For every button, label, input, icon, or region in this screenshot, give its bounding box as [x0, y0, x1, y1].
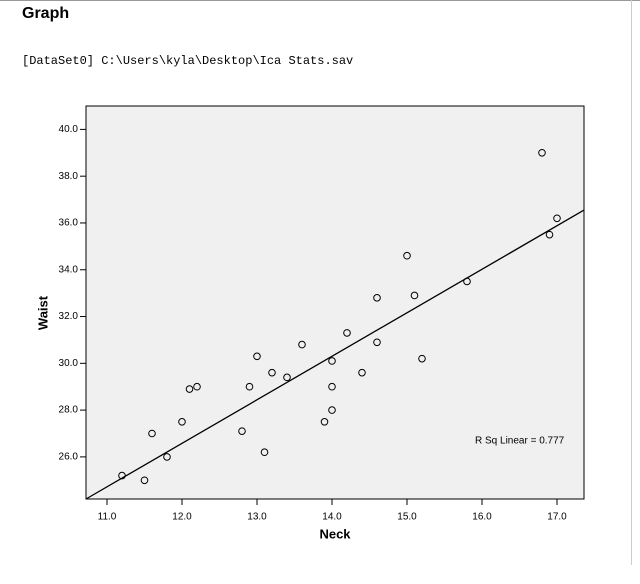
fit-line — [85, 209, 585, 500]
x-tick-label: 12.0 — [172, 512, 192, 523]
data-point — [193, 382, 201, 391]
y-tick-label: 38.0 — [59, 171, 79, 182]
data-point — [545, 230, 554, 239]
data-point — [403, 251, 411, 260]
y-tick-label: 36.0 — [59, 218, 79, 229]
y-tick-label: 26.0 — [59, 452, 79, 463]
data-point — [238, 427, 246, 435]
data-point — [328, 382, 336, 391]
page-heading: Graph — [22, 5, 69, 22]
data-point — [410, 291, 419, 300]
x-tick-label: 13.0 — [247, 512, 267, 523]
data-point — [268, 368, 276, 377]
data-point — [553, 214, 561, 223]
data-point — [253, 352, 261, 361]
y-tick-label: 32.0 — [59, 311, 79, 322]
data-point — [373, 338, 381, 347]
dataset-path: [DataSet0] C:\Users\kyla\Desktop\Ica Sta… — [22, 54, 353, 68]
data-point — [358, 368, 366, 377]
y-tick-label: 28.0 — [59, 405, 79, 416]
y-tick-label: 30.0 — [59, 358, 79, 369]
data-point — [140, 476, 149, 485]
x-tick-label: 16.0 — [472, 512, 492, 523]
data-point — [320, 418, 329, 426]
data-point — [178, 418, 186, 426]
x-tick-label: 14.0 — [322, 512, 342, 523]
data-point — [298, 340, 306, 349]
data-point — [343, 329, 351, 337]
data-point — [283, 373, 291, 382]
y-tick-label: 40.0 — [59, 124, 79, 135]
x-tick-label: 17.0 — [547, 512, 567, 523]
data-point — [118, 471, 126, 480]
x-axis-label: Neck — [319, 526, 351, 541]
x-tick-label: 15.0 — [397, 512, 417, 523]
data-point — [463, 277, 471, 286]
data-point — [260, 448, 269, 457]
y-axis-label: Waist — [35, 295, 50, 330]
plot-area — [85, 105, 585, 500]
data-point — [328, 357, 336, 365]
data-point — [328, 406, 336, 414]
y-tick-label: 34.0 — [59, 264, 79, 275]
x-tick-label: 11.0 — [98, 512, 117, 523]
data-point — [245, 382, 254, 391]
r-squared-annotation: R Sq Linear = 0.777 — [475, 436, 565, 447]
data-point — [538, 148, 546, 157]
data-point — [373, 294, 381, 302]
data-point — [418, 354, 426, 363]
data-point — [185, 385, 194, 393]
data-point — [163, 453, 171, 461]
data-point — [148, 429, 156, 438]
